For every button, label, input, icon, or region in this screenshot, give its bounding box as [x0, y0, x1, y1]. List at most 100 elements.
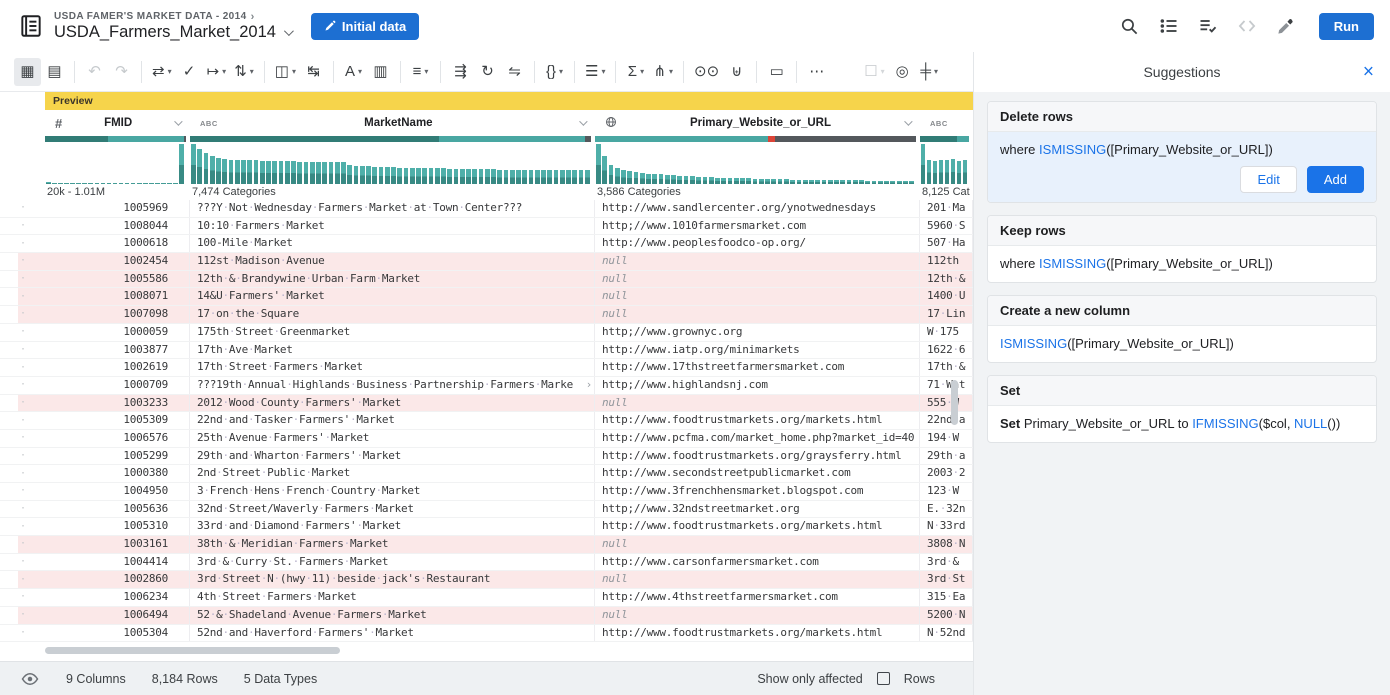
cell-street[interactable]: N·33rd	[920, 518, 973, 535]
hist-bar[interactable]	[665, 175, 670, 184]
hist-bar[interactable]	[422, 168, 427, 184]
hist-bar[interactable]	[88, 183, 93, 184]
format-text-icon[interactable]: A▾	[340, 58, 367, 86]
hist-bar[interactable]	[210, 156, 215, 184]
cell-primary-website[interactable]: http://www.foodtrustmarkets.org/markets.…	[595, 412, 920, 429]
table-row[interactable]: ·100649452·&·Shadeland·Avenue·Farmers·Ma…	[0, 607, 973, 625]
column-view-icon[interactable]: ▤	[41, 58, 68, 86]
comment-icon[interactable]: ▭	[763, 58, 790, 86]
hist-bar[interactable]	[291, 161, 296, 184]
row-gutter[interactable]: ·	[0, 448, 45, 465]
cell-street[interactable]: 123·W	[920, 483, 973, 500]
cell-street[interactable]: W·175	[920, 324, 973, 341]
cell-fmid[interactable]: 1005309	[45, 412, 190, 429]
hist-bar[interactable]	[765, 179, 770, 184]
cell-primary-website[interactable]: null	[595, 607, 920, 624]
cell-street[interactable]: 201·Ma	[920, 200, 973, 217]
row-gutter[interactable]: ·	[0, 607, 45, 624]
manage-rows-icon[interactable]: ≡▾	[407, 58, 434, 86]
hist-bar[interactable]	[646, 174, 651, 184]
hist-bar[interactable]	[485, 169, 490, 184]
cell-street[interactable]: 5960·S	[920, 218, 973, 235]
quality-segment-dark[interactable]	[190, 136, 439, 142]
hist-bar[interactable]	[479, 169, 484, 184]
hist-bar[interactable]	[759, 179, 764, 184]
view-settings-icon[interactable]: ╪▾	[916, 58, 943, 86]
cell-street[interactable]: 22nd·a	[920, 412, 973, 429]
hist-bar[interactable]	[229, 160, 234, 184]
hist-bar[interactable]	[957, 161, 961, 184]
hist-bar[interactable]	[541, 170, 546, 184]
row-gutter[interactable]: ·	[0, 253, 45, 270]
hist-bar[interactable]	[322, 162, 327, 184]
hist-bar[interactable]	[410, 168, 415, 184]
table-row[interactable]: ·100804410:10·Farmers·Markethttp;//www.1…	[0, 218, 973, 236]
cell-street[interactable]: 5200·N	[920, 607, 973, 624]
hist-bar[interactable]	[149, 183, 154, 184]
hist-bar[interactable]	[46, 182, 51, 184]
table-row[interactable]: ·100657625th·Avenue·Farmers'·Markethttp:…	[0, 430, 973, 448]
hist-bar[interactable]	[435, 168, 440, 184]
hist-bar[interactable]	[566, 170, 571, 184]
hist-bar[interactable]	[728, 178, 733, 184]
row-gutter[interactable]: ·	[0, 571, 45, 588]
cell-street[interactable]: N·52nd	[920, 625, 973, 642]
cell-fmid[interactable]: 1006576	[45, 430, 190, 447]
hist-bar[interactable]	[360, 166, 365, 184]
table-row[interactable]: ·10044143rd·&·Curry·St.·Farmers·Marketht…	[0, 554, 973, 572]
hist-bar[interactable]	[615, 168, 620, 184]
close-icon[interactable]: ×	[1363, 63, 1374, 82]
more-tools-icon[interactable]: ⋯	[803, 58, 830, 86]
column-marketname[interactable]: ABC MarketName 7,474 Categories	[190, 110, 595, 200]
table-row[interactable]: ·100807114&U·Farmers'·Marketnull1400·U	[0, 288, 973, 306]
hist-bar[interactable]	[254, 160, 259, 184]
cell-primary-website[interactable]: null	[595, 306, 920, 323]
cell-primary-website[interactable]: http://www.foodtrustmarkets.org/graysfer…	[595, 448, 920, 465]
table-row[interactable]: ·10028603rd·Street·N·(hwy·11)·beside·jac…	[0, 571, 973, 589]
table-row[interactable]: ·100529929th·and·Wharton·Farmers'·Market…	[0, 448, 973, 466]
hist-bar[interactable]	[897, 181, 902, 184]
hist-bar[interactable]	[58, 183, 63, 184]
hist-bar[interactable]	[554, 170, 559, 184]
hist-bar[interactable]	[131, 183, 136, 184]
cell-primary-website[interactable]: null	[595, 536, 920, 553]
hist-bar[interactable]	[107, 183, 112, 184]
cell-street[interactable]: 12th·&	[920, 271, 973, 288]
hist-bar[interactable]	[241, 160, 246, 184]
initial-data-button[interactable]: Initial data	[311, 13, 419, 40]
cell-fmid[interactable]: 1008044	[45, 218, 190, 235]
row-gutter[interactable]: ·	[0, 501, 45, 518]
cell-fmid[interactable]: 1002619	[45, 359, 190, 376]
cell-primary-website[interactable]: null	[595, 271, 920, 288]
cell-street[interactable]: 3rd·&	[920, 554, 973, 571]
row-gutter[interactable]: ·	[0, 359, 45, 376]
cell-marketname[interactable]: 29th·and·Wharton·Farmers'·Market	[190, 448, 595, 465]
aggregate-icon[interactable]: Σ▾	[622, 58, 649, 86]
cell-fmid[interactable]: 1000059	[45, 324, 190, 341]
row-gutter[interactable]: ·	[0, 625, 45, 642]
suggestion-card-create-column[interactable]: Create a new column ISMISSING([Primary_W…	[987, 295, 1377, 363]
eye-icon[interactable]	[20, 669, 40, 689]
cell-fmid[interactable]: 1005586	[45, 271, 190, 288]
cell-marketname[interactable]: 38th·&·Meridian·Farmers·Market	[190, 536, 595, 553]
hist-bar[interactable]	[429, 168, 434, 184]
run-button[interactable]: Run	[1319, 13, 1374, 40]
chevron-down-icon[interactable]	[579, 117, 587, 125]
hist-bar[interactable]	[572, 170, 577, 184]
quality-segment-grey[interactable]	[585, 136, 591, 142]
cell-fmid[interactable]: 1000618	[45, 235, 190, 252]
cell-marketname[interactable]: 3·French·Hens·French·Country·Market	[190, 483, 595, 500]
unpivot-icon[interactable]: ⇶	[447, 58, 474, 86]
cell-marketname[interactable]: 14&U·Farmers'·Market	[190, 288, 595, 305]
functions-icon[interactable]: {}▾	[541, 58, 568, 86]
create-column-icon[interactable]: ▥	[367, 58, 394, 86]
union-icon[interactable]: ⊎	[723, 58, 750, 86]
quality-bar[interactable]	[920, 136, 972, 142]
hist-bar[interactable]	[903, 181, 908, 184]
cell-street[interactable]: 555·W	[920, 395, 973, 412]
hist-bar[interactable]	[460, 169, 465, 184]
hist-bar[interactable]	[522, 170, 527, 184]
hist-bar[interactable]	[95, 183, 100, 184]
hist-bar[interactable]	[734, 178, 739, 184]
suggestion-card-keep-rows[interactable]: Keep rows where ISMISSING([Primary_Websi…	[987, 215, 1377, 283]
